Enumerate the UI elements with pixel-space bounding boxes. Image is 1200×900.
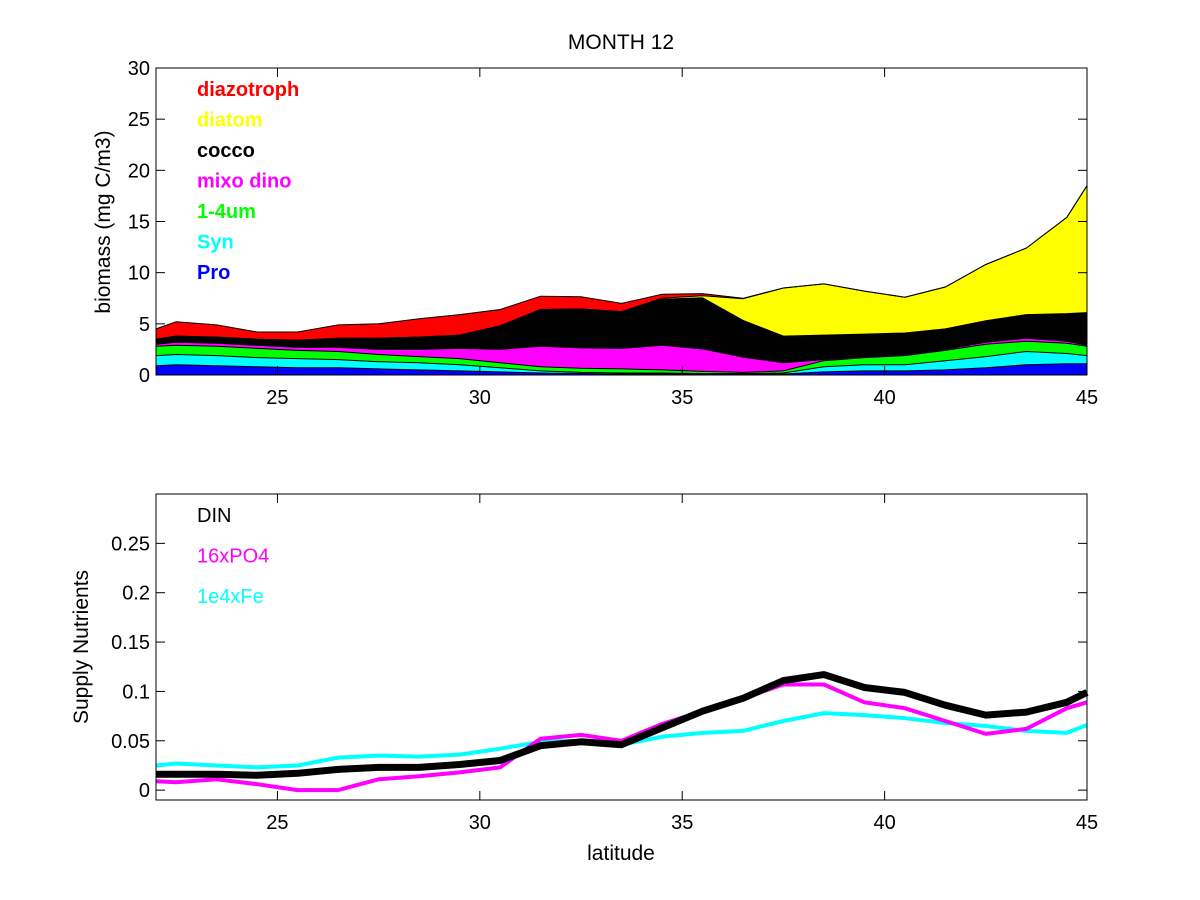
nutrient-lines bbox=[155, 671, 1089, 793]
legend-item-1-4um: 1-4um bbox=[197, 201, 256, 223]
x-tick-label: 30 bbox=[469, 812, 491, 834]
axis-ticks: 25 30 35 40 45 0 5 10 15 20 25 30 bbox=[128, 58, 1098, 409]
y-axis-label: Supply Nutrients bbox=[70, 570, 93, 724]
legend: DIN 16xPO4 1e4xFe bbox=[197, 505, 269, 608]
x-tick-label: 40 bbox=[873, 812, 895, 834]
y-tick-label: 30 bbox=[128, 58, 150, 80]
x-axis-label: latitude bbox=[587, 842, 655, 865]
y-tick-label: 0.1 bbox=[122, 681, 150, 703]
legend-item-1e4xfe: 1e4xFe bbox=[197, 586, 264, 608]
x-tick-label: 25 bbox=[266, 812, 288, 834]
legend-item-pro: Pro bbox=[197, 262, 230, 284]
area-edge-diazotroph bbox=[155, 185, 1088, 333]
area-edge-syn bbox=[155, 350, 1088, 374]
legend: diazotroph diatom cocco mixo dino 1-4um Syn Pr… bbox=[197, 79, 299, 284]
legend-item-cocco: cocco bbox=[197, 140, 255, 162]
y-tick-label: 15 bbox=[128, 212, 150, 234]
line-din bbox=[156, 671, 1089, 779]
legend-item-16xpo4: 16xPO4 bbox=[197, 546, 269, 568]
y-tick-label: 0.25 bbox=[111, 533, 150, 555]
x-tick-label: 45 bbox=[1076, 387, 1098, 409]
stacked-areas bbox=[155, 185, 1088, 375]
legend-item-diazotroph: diazotroph bbox=[197, 79, 299, 101]
y-tick-label: 20 bbox=[128, 160, 150, 182]
plot-frame bbox=[155, 493, 1088, 801]
nutrient-chart: 25 30 35 40 45 0 0.05 0.1 0.15 0.2 0.25 Supply Nut… bbox=[70, 493, 1098, 865]
x-tick-label: 35 bbox=[671, 812, 693, 834]
legend-item-syn: Syn bbox=[197, 232, 234, 254]
x-tick-label: 30 bbox=[469, 387, 491, 409]
y-tick-label: 0 bbox=[139, 780, 150, 802]
y-tick-label: 25 bbox=[128, 109, 150, 131]
x-tick-label: 40 bbox=[873, 387, 895, 409]
x-tick-label: 45 bbox=[1076, 812, 1098, 834]
legend-item-mixo-dino: mixo dino bbox=[197, 171, 291, 193]
area-pro bbox=[156, 363, 1087, 375]
area-edge-1-4um bbox=[155, 340, 1088, 373]
x-tick-label: 35 bbox=[671, 387, 693, 409]
y-tick-label: 0.2 bbox=[122, 583, 150, 605]
chart-title: MONTH 12 bbox=[568, 31, 674, 54]
legend-item-diatom: diatom bbox=[197, 110, 263, 132]
x-tick-label: 25 bbox=[266, 387, 288, 409]
area-edge-mixo-dino bbox=[155, 337, 1088, 364]
y-tick-label: 10 bbox=[128, 263, 150, 285]
axis-ticks: 25 30 35 40 45 0 0.05 0.1 0.15 0.2 0.25 bbox=[111, 494, 1098, 834]
area-edge-pro bbox=[155, 363, 1087, 375]
y-tick-label: 0 bbox=[139, 365, 150, 387]
y-tick-label: 0.05 bbox=[111, 731, 150, 753]
y-tick-label: 5 bbox=[139, 314, 150, 336]
area-diatom bbox=[156, 185, 1087, 375]
legend-item-din: DIN bbox=[197, 505, 231, 527]
line-16xpo4 bbox=[155, 682, 1088, 793]
biomass-chart: MONTH 12 25 30 35 40 45 0 5 10 15 20 25 30 biomass … bbox=[92, 31, 1098, 409]
y-axis-label: biomass (mg C/m3) bbox=[92, 130, 115, 313]
y-tick-label: 0.15 bbox=[111, 632, 150, 654]
